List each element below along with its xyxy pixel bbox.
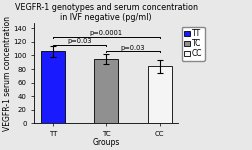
Legend: TT, TC, CC: TT, TC, CC [181, 27, 204, 61]
X-axis label: Groups: Groups [92, 138, 119, 147]
Bar [41, 51, 65, 123]
Title: VEGFR-1 genotypes and serum concentration
in IVF negative (pg/ml): VEGFR-1 genotypes and serum concentratio… [15, 3, 197, 22]
Bar [94, 59, 118, 123]
Bar [147, 66, 171, 123]
Y-axis label: VEGFR-1 serum concentration: VEGFR-1 serum concentration [3, 16, 12, 130]
Text: p=0.03: p=0.03 [120, 45, 145, 51]
Text: p=0.0001: p=0.0001 [89, 30, 122, 36]
Text: p=0.03: p=0.03 [67, 38, 91, 44]
